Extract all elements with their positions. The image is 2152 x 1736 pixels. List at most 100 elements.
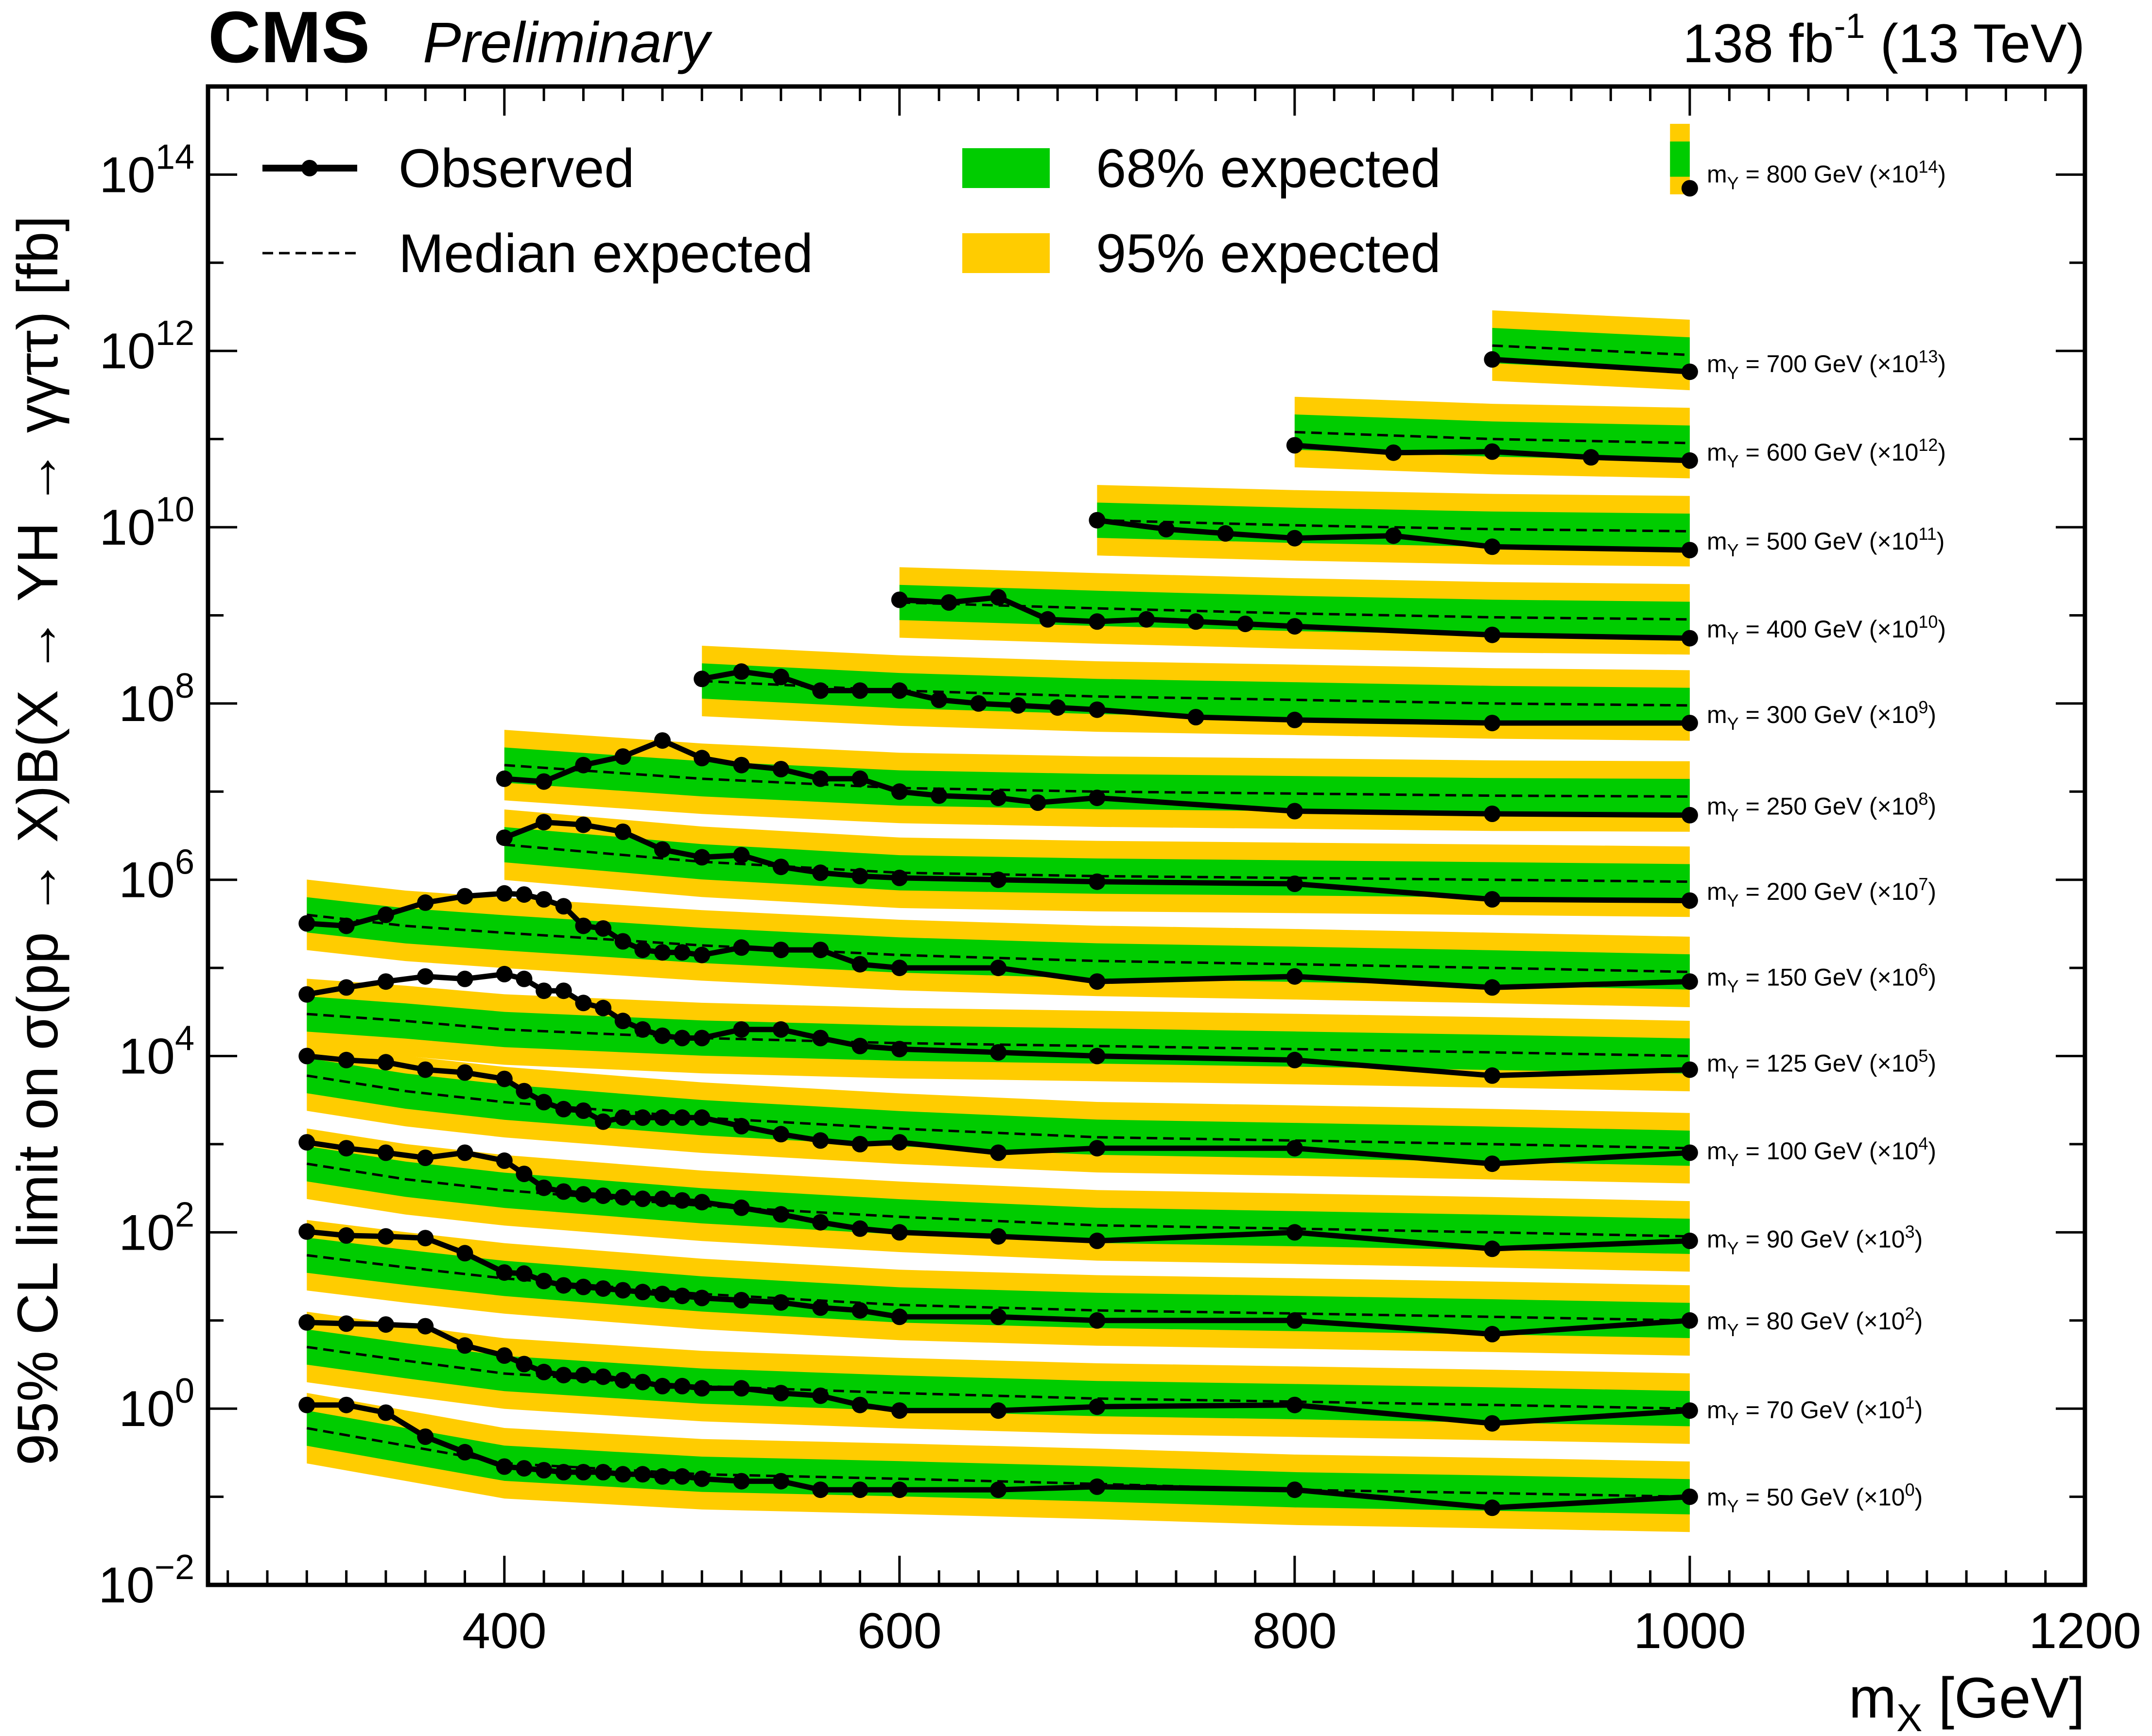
series-label-pre: m bbox=[1707, 701, 1727, 728]
plot-frame bbox=[206, 84, 2087, 1587]
observed-point-series-8-0 bbox=[496, 770, 513, 787]
y-tick-exp: 0 bbox=[175, 1372, 194, 1410]
energy-label: (13 TeV) bbox=[1880, 13, 2085, 74]
series-label-post: ) bbox=[1928, 1137, 1936, 1165]
observed-point-series-5-23 bbox=[1286, 1051, 1303, 1068]
observed-point-series-2-17 bbox=[772, 1294, 789, 1311]
observed-point-series-2-22 bbox=[1089, 1312, 1106, 1329]
series-label-post: ) bbox=[1915, 1396, 1923, 1424]
series-label-mid: = 800 GeV (×10 bbox=[1739, 161, 1919, 188]
observed-point-series-0-22 bbox=[1089, 1478, 1106, 1495]
x-axis-space bbox=[1923, 1666, 1939, 1730]
observed-point-series-0-19 bbox=[851, 1481, 868, 1498]
y-tick-label: 10−2 bbox=[98, 1548, 194, 1614]
observed-point-series-0-23 bbox=[1286, 1481, 1303, 1498]
series-label-mid: = 80 GeV (×10 bbox=[1739, 1307, 1905, 1335]
series-label-exp: 7 bbox=[1918, 874, 1928, 894]
series-label-8: mY = 250 GeV (×108) bbox=[1707, 789, 1936, 825]
observed-point-series-7-6 bbox=[733, 847, 750, 864]
observed-point-series-1-5 bbox=[496, 1347, 513, 1364]
observed-point-series-4-21 bbox=[990, 1144, 1007, 1161]
series-label-post: ) bbox=[1938, 161, 1946, 188]
observed-point-series-3-24 bbox=[1484, 1240, 1501, 1257]
y-tick-exp: 4 bbox=[175, 1019, 194, 1058]
observed-point-series-1-3 bbox=[417, 1318, 434, 1335]
band68-series-8 bbox=[504, 747, 1690, 814]
x-axis-sub: X bbox=[1896, 1696, 1922, 1734]
observed-point-series-6-12 bbox=[634, 942, 651, 959]
observed-point-series-8-1 bbox=[536, 773, 553, 790]
observed-point-series-6-3 bbox=[417, 894, 434, 911]
observed-point-series-0-24 bbox=[1484, 1499, 1501, 1516]
observed-point-series-7-11 bbox=[990, 871, 1007, 888]
observed-point-series-1-15 bbox=[694, 1380, 711, 1397]
y-tick-label: 1014 bbox=[99, 138, 194, 203]
observed-point-series-10-4 bbox=[1089, 613, 1106, 630]
observed-point-series-11-2 bbox=[1217, 525, 1234, 542]
series-label-pre: m bbox=[1707, 350, 1727, 378]
observed-point-series-13-1 bbox=[1681, 363, 1698, 380]
observed-point-series-6-13 bbox=[654, 944, 671, 961]
series-label-post: ) bbox=[1938, 616, 1946, 643]
series-label-exp: 11 bbox=[1918, 524, 1936, 544]
observed-point-series-10-5 bbox=[1138, 611, 1155, 628]
observed-point-series-7-2 bbox=[575, 816, 592, 833]
observed-point-series-6-16 bbox=[733, 939, 750, 956]
series-label-post: ) bbox=[1937, 528, 1945, 555]
observed-point-series-4-15 bbox=[694, 1109, 711, 1126]
series-label-4: mY = 100 GeV (×104) bbox=[1707, 1134, 1936, 1170]
series-label-1: mY = 70 GeV (×101) bbox=[1707, 1392, 1923, 1429]
observed-point-series-10-8 bbox=[1286, 618, 1303, 635]
y-tick-base: 10 bbox=[99, 499, 156, 556]
observed-point-series-12-0 bbox=[1286, 437, 1303, 454]
observed-point-series-1-21 bbox=[990, 1402, 1007, 1419]
observed-point-series-6-21 bbox=[990, 960, 1007, 977]
observed-point-series-2-6 bbox=[516, 1265, 533, 1282]
series-label-pre: m bbox=[1707, 878, 1727, 905]
series-label-sub: Y bbox=[1727, 628, 1739, 648]
observed-point-series-11-6 bbox=[1681, 542, 1698, 559]
series-label-sub: Y bbox=[1727, 1320, 1739, 1340]
series-label-mid: = 300 GeV (×10 bbox=[1739, 701, 1919, 728]
observed-point-series-0-20 bbox=[891, 1481, 908, 1498]
observed-point-series-3-8 bbox=[555, 1183, 572, 1200]
band68-series-2 bbox=[307, 1238, 1690, 1338]
observed-point-series-3-21 bbox=[990, 1228, 1007, 1245]
observed-point-series-3-18 bbox=[812, 1214, 829, 1231]
observed-point-series-13-0 bbox=[1484, 351, 1501, 368]
observed-point-series-8-10 bbox=[891, 783, 908, 800]
observed-point-series-4-22 bbox=[1089, 1140, 1106, 1157]
series-label-pre: m bbox=[1707, 1484, 1727, 1511]
observed-point-series-8-13 bbox=[1029, 794, 1046, 811]
observed-point-series-6-2 bbox=[377, 906, 394, 923]
observed-point-series-8-12 bbox=[990, 790, 1007, 807]
band68-series-1 bbox=[307, 1329, 1690, 1427]
observed-point-series-2-5 bbox=[496, 1264, 513, 1281]
observed-point-series-7-12 bbox=[1089, 873, 1106, 890]
observed-point-series-4-4 bbox=[456, 1064, 473, 1081]
x-tick-label: 400 bbox=[462, 1603, 547, 1659]
observed-point-series-2-11 bbox=[614, 1282, 631, 1299]
observed-point-series-8-8 bbox=[812, 770, 829, 787]
observed-point-series-9-7 bbox=[970, 695, 987, 712]
observed-point-series-1-19 bbox=[851, 1396, 868, 1413]
observed-point-series-11-5 bbox=[1484, 538, 1501, 555]
observed-point-series-8-9 bbox=[851, 770, 868, 787]
series-label-pre: m bbox=[1707, 1307, 1727, 1335]
series-label-mid: = 125 GeV (×10 bbox=[1739, 1050, 1919, 1077]
observed-point-series-9-13 bbox=[1484, 715, 1501, 732]
observed-point-series-0-7 bbox=[536, 1462, 553, 1478]
observed-point-series-8-16 bbox=[1484, 806, 1501, 822]
observed-point-series-1-2 bbox=[377, 1316, 394, 1333]
band68-series-5 bbox=[307, 996, 1690, 1074]
observed-point-series-6-20 bbox=[891, 960, 908, 977]
series-label-post: ) bbox=[1928, 1050, 1936, 1077]
observed-point-series-2-2 bbox=[377, 1228, 394, 1245]
observed-point-series-8-2 bbox=[575, 756, 592, 773]
legend-95-label: 95% expected bbox=[1096, 223, 1441, 284]
observed-point-series-8-3 bbox=[614, 748, 631, 765]
series-label-exp: 3 bbox=[1905, 1221, 1915, 1241]
expected-line-series-3 bbox=[306, 1162, 1690, 1238]
series-label-sub: Y bbox=[1727, 1496, 1739, 1516]
observed-point-series-5-7 bbox=[536, 982, 553, 999]
